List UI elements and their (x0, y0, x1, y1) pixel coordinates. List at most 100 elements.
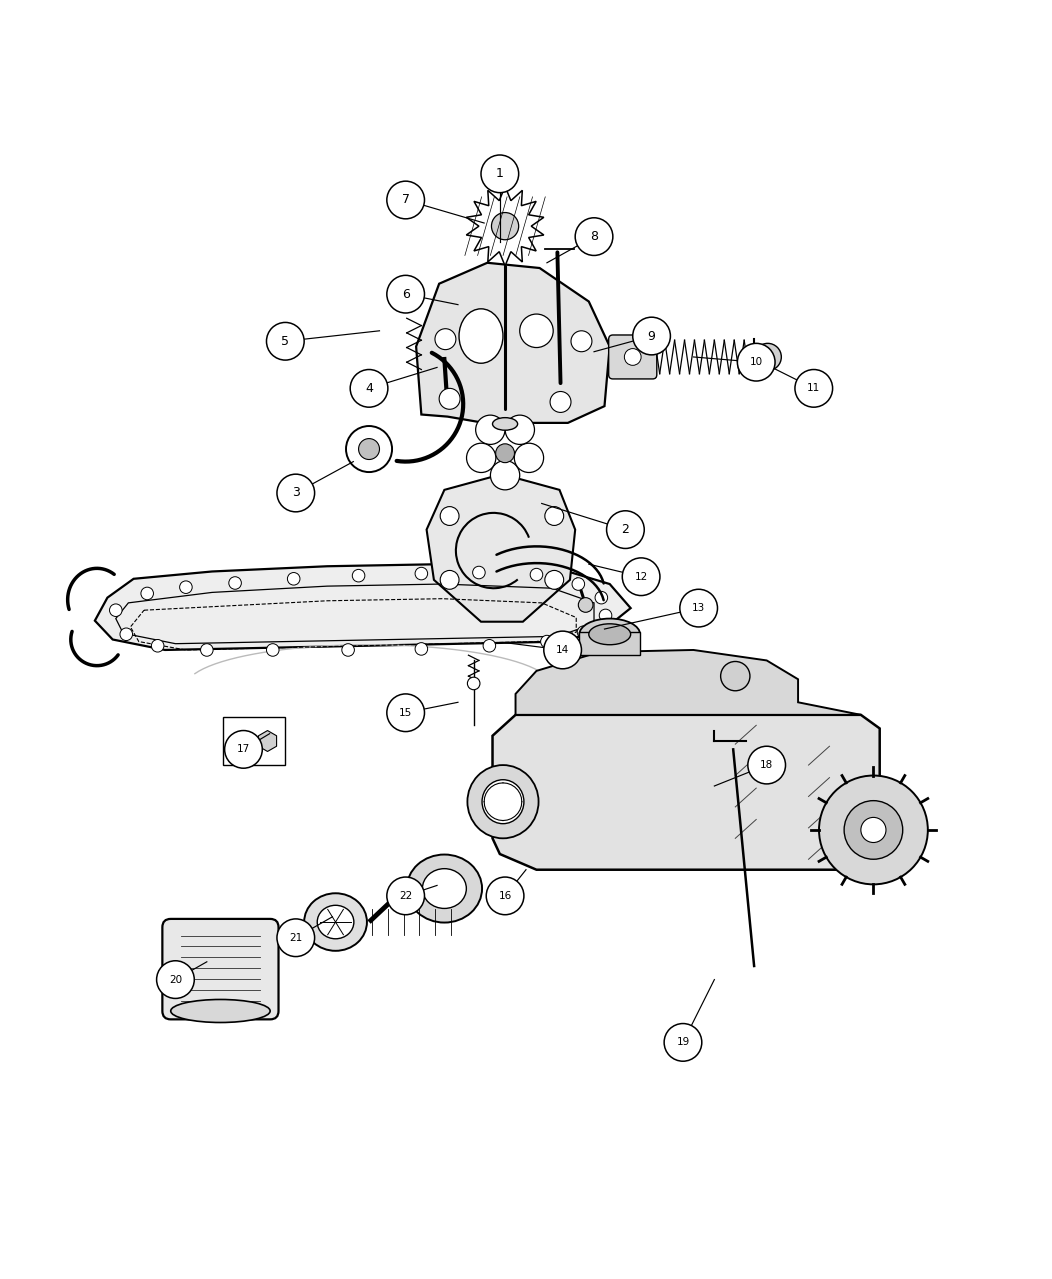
Circle shape (141, 587, 154, 600)
Circle shape (359, 439, 380, 459)
Circle shape (505, 416, 534, 444)
Ellipse shape (482, 780, 524, 824)
Text: 14: 14 (557, 645, 569, 655)
Circle shape (680, 590, 717, 627)
Circle shape (201, 643, 214, 656)
Text: 13: 13 (692, 604, 705, 613)
Circle shape (151, 640, 164, 652)
Text: 7: 7 (402, 193, 409, 206)
Circle shape (466, 444, 495, 472)
Text: 3: 3 (291, 486, 300, 500)
Circle shape (266, 643, 279, 656)
Ellipse shape (589, 624, 630, 645)
Circle shape (607, 510, 644, 549)
Text: 9: 9 (648, 330, 655, 343)
Circle shape (514, 444, 544, 472)
Circle shape (571, 331, 592, 352)
Circle shape (754, 343, 782, 371)
Circle shape (387, 694, 425, 732)
Circle shape (342, 643, 355, 656)
Text: 15: 15 (399, 707, 412, 718)
Circle shape (266, 322, 304, 361)
Circle shape (623, 558, 660, 596)
Text: 6: 6 (402, 288, 409, 301)
FancyBboxPatch shape (609, 335, 656, 379)
Circle shape (352, 569, 365, 582)
Polygon shape (492, 715, 879, 870)
Circle shape (346, 426, 392, 472)
Polygon shape (427, 475, 575, 622)
Circle shape (748, 746, 786, 784)
Circle shape (861, 817, 886, 843)
Circle shape (545, 570, 564, 590)
Text: 4: 4 (365, 382, 373, 395)
Circle shape (387, 275, 425, 313)
Polygon shape (466, 187, 544, 266)
Ellipse shape (467, 765, 539, 838)
Circle shape (721, 661, 750, 691)
Circle shape (579, 597, 593, 613)
Circle shape (545, 506, 564, 526)
Circle shape (120, 628, 133, 641)
FancyBboxPatch shape (162, 918, 279, 1019)
Circle shape (434, 329, 456, 349)
FancyBboxPatch shape (223, 718, 285, 765)
Ellipse shape (318, 906, 353, 939)
Circle shape (486, 877, 524, 914)
Circle shape (387, 182, 425, 219)
Circle shape (544, 631, 582, 669)
Polygon shape (515, 650, 861, 715)
Circle shape (632, 317, 670, 354)
Ellipse shape (520, 315, 553, 348)
Circle shape (495, 444, 514, 463)
Circle shape (467, 677, 480, 689)
Text: 12: 12 (634, 572, 648, 582)
Circle shape (387, 877, 425, 914)
Circle shape (228, 577, 241, 590)
Circle shape (795, 370, 832, 407)
Circle shape (157, 961, 195, 999)
Ellipse shape (407, 854, 482, 922)
Text: 22: 22 (399, 891, 412, 900)
Circle shape (600, 609, 612, 622)
Text: 21: 21 (289, 932, 302, 943)
Text: 8: 8 (590, 230, 598, 243)
Circle shape (737, 343, 775, 381)
Text: 17: 17 (237, 744, 250, 755)
Text: 19: 19 (676, 1037, 690, 1048)
Circle shape (664, 1023, 702, 1062)
Text: 2: 2 (622, 523, 629, 536)
Circle shape (350, 370, 388, 407)
Text: 20: 20 (169, 975, 182, 985)
Ellipse shape (423, 868, 466, 908)
Circle shape (476, 416, 505, 444)
Circle shape (180, 581, 193, 593)
Text: 5: 5 (281, 335, 289, 348)
Circle shape (287, 573, 300, 585)
Circle shape (625, 349, 641, 366)
Text: 16: 16 (499, 891, 511, 900)
Ellipse shape (170, 999, 270, 1022)
Circle shape (416, 642, 427, 655)
Circle shape (541, 636, 553, 648)
Ellipse shape (304, 893, 367, 950)
Text: 18: 18 (760, 760, 773, 770)
Circle shape (481, 155, 519, 193)
Ellipse shape (459, 308, 503, 363)
Circle shape (440, 506, 459, 526)
Circle shape (595, 591, 608, 604)
Circle shape (277, 918, 315, 957)
Circle shape (483, 640, 495, 652)
Polygon shape (417, 262, 610, 423)
Circle shape (820, 775, 928, 884)
Circle shape (440, 570, 459, 590)
Polygon shape (95, 564, 630, 650)
Circle shape (109, 604, 122, 616)
Circle shape (439, 389, 460, 409)
Circle shape (416, 568, 427, 579)
Circle shape (472, 567, 485, 579)
Ellipse shape (492, 418, 518, 430)
Circle shape (225, 730, 262, 769)
Ellipse shape (580, 619, 640, 650)
Circle shape (550, 391, 571, 412)
